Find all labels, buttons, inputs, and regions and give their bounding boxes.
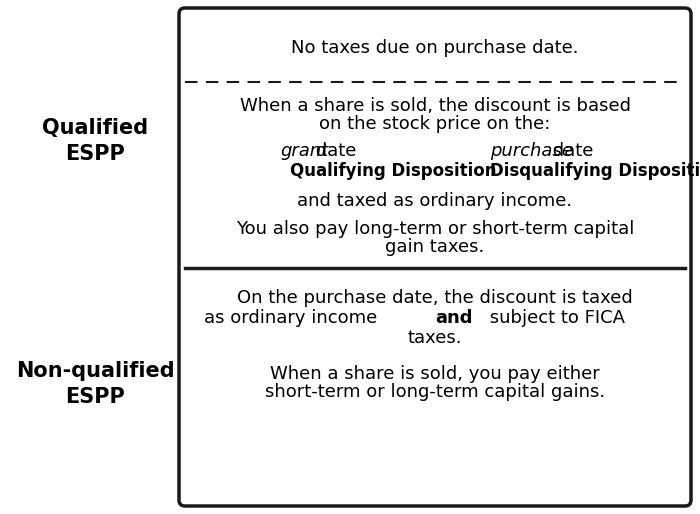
- Text: On the purchase date, the discount is taxed: On the purchase date, the discount is ta…: [237, 289, 633, 307]
- Text: No taxes due on purchase date.: No taxes due on purchase date.: [291, 39, 579, 57]
- Text: date: date: [547, 142, 594, 160]
- Text: Qualified
ESPP: Qualified ESPP: [42, 118, 148, 164]
- Text: gain taxes.: gain taxes.: [386, 238, 484, 256]
- Text: When a share is sold, the discount is based: When a share is sold, the discount is ba…: [239, 97, 631, 115]
- Text: Qualifying Disposition: Qualifying Disposition: [290, 162, 496, 180]
- Text: date: date: [310, 142, 356, 160]
- Text: short-term or long-term capital gains.: short-term or long-term capital gains.: [265, 383, 605, 401]
- Text: When a share is sold, you pay either: When a share is sold, you pay either: [270, 365, 600, 383]
- Text: Disqualifying Disposition: Disqualifying Disposition: [490, 162, 700, 180]
- Text: taxes.: taxes.: [407, 329, 462, 347]
- Text: and taxed as ordinary income.: and taxed as ordinary income.: [298, 192, 573, 210]
- Text: on the stock price on the:: on the stock price on the:: [319, 115, 551, 133]
- Text: grant: grant: [280, 142, 328, 160]
- Text: as ordinary income: as ordinary income: [204, 309, 384, 327]
- Text: purchase: purchase: [490, 142, 573, 160]
- Text: You also pay long-term or short-term capital: You also pay long-term or short-term cap…: [236, 220, 634, 238]
- Text: and: and: [435, 309, 472, 327]
- FancyBboxPatch shape: [179, 8, 691, 506]
- Text: subject to FICA: subject to FICA: [484, 309, 624, 327]
- Text: Non-qualified
ESPP: Non-qualified ESPP: [15, 361, 174, 407]
